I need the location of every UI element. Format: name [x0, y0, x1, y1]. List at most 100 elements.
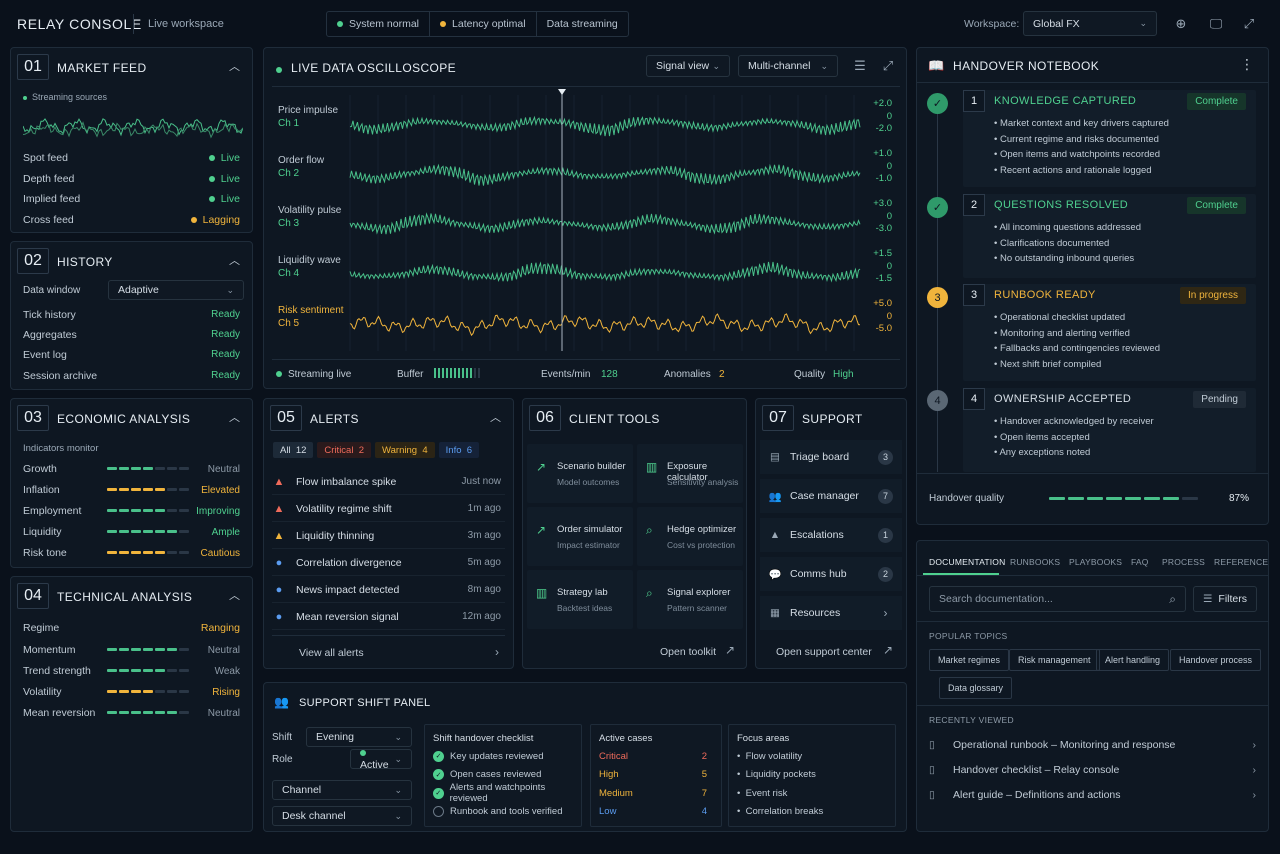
- multi-channel-select[interactable]: Multi-channel ⌄: [738, 55, 838, 77]
- channel-name: Liquidity wave: [278, 255, 341, 266]
- indicator-value: Weak: [214, 666, 240, 677]
- topic-chip[interactable]: Alert handling: [1096, 649, 1170, 671]
- checklist-item[interactable]: ✓ Key updates reviewed: [433, 747, 581, 766]
- chevron-right-icon[interactable]: ›: [495, 645, 499, 659]
- role-select[interactable]: Active ⌄: [350, 749, 412, 771]
- more-vertical-icon[interactable]: ⋮: [1240, 56, 1254, 72]
- buffer-bar: [466, 368, 468, 378]
- chevron-up-icon[interactable]: ︿: [229, 61, 240, 73]
- support-item-label: Triage board: [790, 451, 850, 463]
- external-link-icon[interactable]: ↗: [883, 643, 894, 657]
- alert-row[interactable]: ● News impact detected 8m ago: [272, 577, 505, 603]
- monitor-icon[interactable]: 🖵: [1209, 16, 1223, 31]
- topic-chip[interactable]: Data glossary: [939, 677, 1013, 699]
- feed-row[interactable]: Spot feed Live: [23, 152, 240, 164]
- history-row[interactable]: Event log Ready: [23, 349, 240, 361]
- alert-row[interactable]: ▲ Flow imbalance spike Just now: [272, 469, 505, 495]
- recent-doc-row[interactable]: ▯ Handover checklist – Relay console ›: [929, 758, 1256, 782]
- alert-row[interactable]: ● Correlation divergence 5m ago: [272, 550, 505, 576]
- view-all-alerts-link[interactable]: View all alerts: [299, 647, 364, 659]
- topic-chip[interactable]: Risk management: [1009, 649, 1100, 671]
- case-row[interactable]: High 5: [599, 766, 707, 785]
- filter-info[interactable]: Info 6: [438, 442, 480, 458]
- support-item[interactable]: ▦ Resources ›: [760, 596, 902, 630]
- cursor-handle[interactable]: [558, 89, 566, 95]
- channel-select[interactable]: Channel ⌄: [272, 780, 412, 800]
- status-system[interactable]: System normal: [327, 12, 431, 36]
- tab-reference[interactable]: REFERENCE: [1214, 557, 1269, 567]
- external-link-icon[interactable]: ↗: [725, 643, 736, 657]
- support-item[interactable]: ▲ Escalations 1: [760, 518, 902, 552]
- magnify-icon: ⌕: [646, 586, 653, 600]
- handover-step[interactable]: 3 RUNBOOK READY In progress Operational …: [963, 284, 1256, 381]
- support-item[interactable]: 👥 Case manager 7: [760, 479, 902, 513]
- filter-critical[interactable]: Critical 2: [317, 442, 372, 458]
- topic-chip[interactable]: Market regimes: [929, 649, 1010, 671]
- search-input[interactable]: Search documentation... ⌕: [929, 586, 1186, 612]
- scale-zero: 0: [886, 110, 892, 122]
- indicator-row: Volatility Rising: [11, 686, 252, 700]
- case-row[interactable]: Critical 2: [599, 747, 707, 766]
- tool-card[interactable]: ⌕ Signal explorer Pattern scanner: [637, 570, 743, 629]
- sliders-icon[interactable]: ☰: [854, 58, 866, 73]
- desk-channel-select[interactable]: Desk channel ⌄: [272, 806, 412, 826]
- data-window-select[interactable]: Adaptive ⌄: [108, 280, 244, 300]
- feed-row[interactable]: Depth feed Live: [23, 173, 240, 185]
- handover-step[interactable]: 4 OWNERSHIP ACCEPTED Pending Handover ac…: [963, 388, 1256, 472]
- fullscreen-icon[interactable]: ⤢: [1243, 16, 1255, 31]
- target-icon[interactable]: ⊕: [1175, 16, 1187, 31]
- step-number: 4: [963, 388, 985, 410]
- tab-playbooks[interactable]: PLAYBOOKS: [1069, 557, 1123, 567]
- chevron-up-icon[interactable]: ︿: [229, 590, 240, 602]
- feed-status: Live: [208, 173, 240, 185]
- tab-documentation[interactable]: DOCUMENTATION: [929, 557, 1006, 567]
- checklist-text: Key updates reviewed: [450, 750, 544, 762]
- tool-card[interactable]: ↗ Scenario builder Model outcomes: [527, 444, 633, 503]
- alert-row[interactable]: ▲ Volatility regime shift 1m ago: [272, 496, 505, 522]
- filters-button[interactable]: ☰ Filters: [1193, 586, 1257, 612]
- chevron-up-icon[interactable]: ︿: [490, 412, 501, 424]
- topic-chip[interactable]: Handover process: [1170, 649, 1262, 671]
- tab-runbooks[interactable]: RUNBOOKS: [1010, 557, 1061, 567]
- recent-doc-row[interactable]: ▯ Operational runbook – Monitoring and r…: [929, 733, 1256, 757]
- support-item[interactable]: ▤ Triage board 3: [760, 440, 902, 474]
- expand-icon[interactable]: ⤢: [882, 58, 894, 73]
- status-streaming[interactable]: Data streaming: [537, 12, 628, 36]
- tab-faq[interactable]: FAQ: [1131, 557, 1149, 567]
- history-row[interactable]: Session archive Ready: [23, 370, 240, 382]
- tool-card[interactable]: ↗ Order simulator Impact estimator: [527, 507, 633, 566]
- feed-row[interactable]: Cross feed Lagging: [23, 214, 240, 226]
- feed-row[interactable]: Implied feed Live: [23, 193, 240, 205]
- handover-step[interactable]: 2 QUESTIONS RESOLVED Complete All incomi…: [963, 194, 1256, 278]
- step-items: Market context and key drivers capturedC…: [994, 118, 1169, 180]
- signal-view-select[interactable]: Signal view ⌄: [646, 55, 730, 77]
- tool-card[interactable]: ⌕ Hedge optimizer Cost vs protection: [637, 507, 743, 566]
- open-support-center-link[interactable]: Open support center: [776, 646, 872, 658]
- support-item[interactable]: 💬 Comms hub 2: [760, 557, 902, 591]
- history-row[interactable]: Aggregates Ready: [23, 329, 240, 341]
- filter-all[interactable]: All 12: [273, 442, 314, 458]
- recent-doc-row[interactable]: ▯ Alert guide – Definitions and actions …: [929, 783, 1256, 807]
- case-row[interactable]: Low 4: [599, 803, 707, 822]
- alert-row[interactable]: ● Mean reversion signal 12m ago: [272, 604, 505, 630]
- status-latency[interactable]: Latency optimal: [430, 12, 537, 36]
- indicator-value: Neutral: [207, 464, 240, 475]
- panel-title: TECHNICAL ANALYSIS: [57, 590, 193, 604]
- tab-process[interactable]: PROCESS: [1162, 557, 1205, 567]
- history-row[interactable]: Tick history Ready: [23, 309, 240, 321]
- support-item-label: Resources: [790, 607, 841, 619]
- handover-step[interactable]: 1 KNOWLEDGE CAPTURED Complete Market con…: [963, 90, 1256, 187]
- tool-card[interactable]: ▥ Strategy lab Backtest ideas: [527, 570, 633, 629]
- chevron-up-icon[interactable]: ︿: [229, 255, 240, 267]
- checklist-item[interactable]: Runbook and tools verified: [433, 803, 581, 822]
- case-row[interactable]: Medium 7: [599, 784, 707, 803]
- alert-row[interactable]: ▲ Liquidity thinning 3m ago: [272, 523, 505, 549]
- checklist-item[interactable]: ✓ Open cases reviewed: [433, 766, 581, 785]
- tool-card[interactable]: ▥ Exposure calculator Sensitivity analys…: [637, 444, 743, 503]
- open-toolkit-link[interactable]: Open toolkit: [660, 646, 717, 658]
- chevron-up-icon[interactable]: ︿: [229, 412, 240, 424]
- workspace-select[interactable]: Global FX ⌄: [1023, 11, 1157, 36]
- shift-select[interactable]: Evening ⌄: [306, 727, 412, 747]
- checklist-item[interactable]: ✓ Alerts and watchpoints reviewed: [433, 782, 581, 804]
- filter-warning[interactable]: Warning 4: [375, 442, 435, 458]
